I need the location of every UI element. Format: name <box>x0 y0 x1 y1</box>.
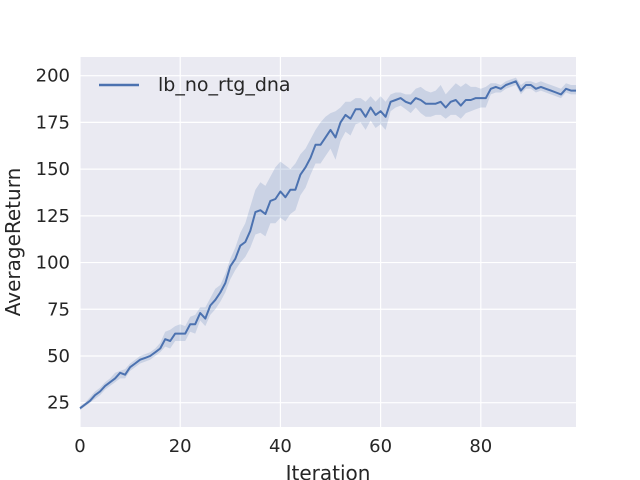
y-tick-label: 25 <box>47 393 70 414</box>
y-tick-label: 175 <box>36 112 70 133</box>
y-tick-label: 75 <box>47 299 70 320</box>
x-tick-label: 80 <box>469 436 492 457</box>
x-tick-label: 40 <box>269 436 292 457</box>
y-tick-label: 50 <box>47 346 70 367</box>
x-tick-label: 20 <box>169 436 192 457</box>
x-tick-label: 0 <box>74 436 85 457</box>
y-axis-label: AverageReturn <box>1 168 25 317</box>
y-tick-label: 100 <box>36 253 70 274</box>
legend: lb_no_rtg_dna <box>99 74 291 96</box>
legend-label: lb_no_rtg_dna <box>158 74 291 96</box>
x-tick-label: 60 <box>369 436 392 457</box>
y-tick-label: 200 <box>36 66 70 87</box>
x-axis-label: Iteration <box>286 461 371 480</box>
y-tick-label: 125 <box>36 206 70 227</box>
series-line <box>79 80 576 410</box>
plot-background <box>80 57 576 427</box>
y-tick-labels: 25 50 75 100 125 150 175 200 <box>36 66 70 414</box>
grid-lines <box>79 57 576 427</box>
confidence-band <box>80 77 576 411</box>
y-tick-label: 150 <box>36 159 70 180</box>
x-tick-labels: 0 20 40 60 80 <box>74 436 492 457</box>
